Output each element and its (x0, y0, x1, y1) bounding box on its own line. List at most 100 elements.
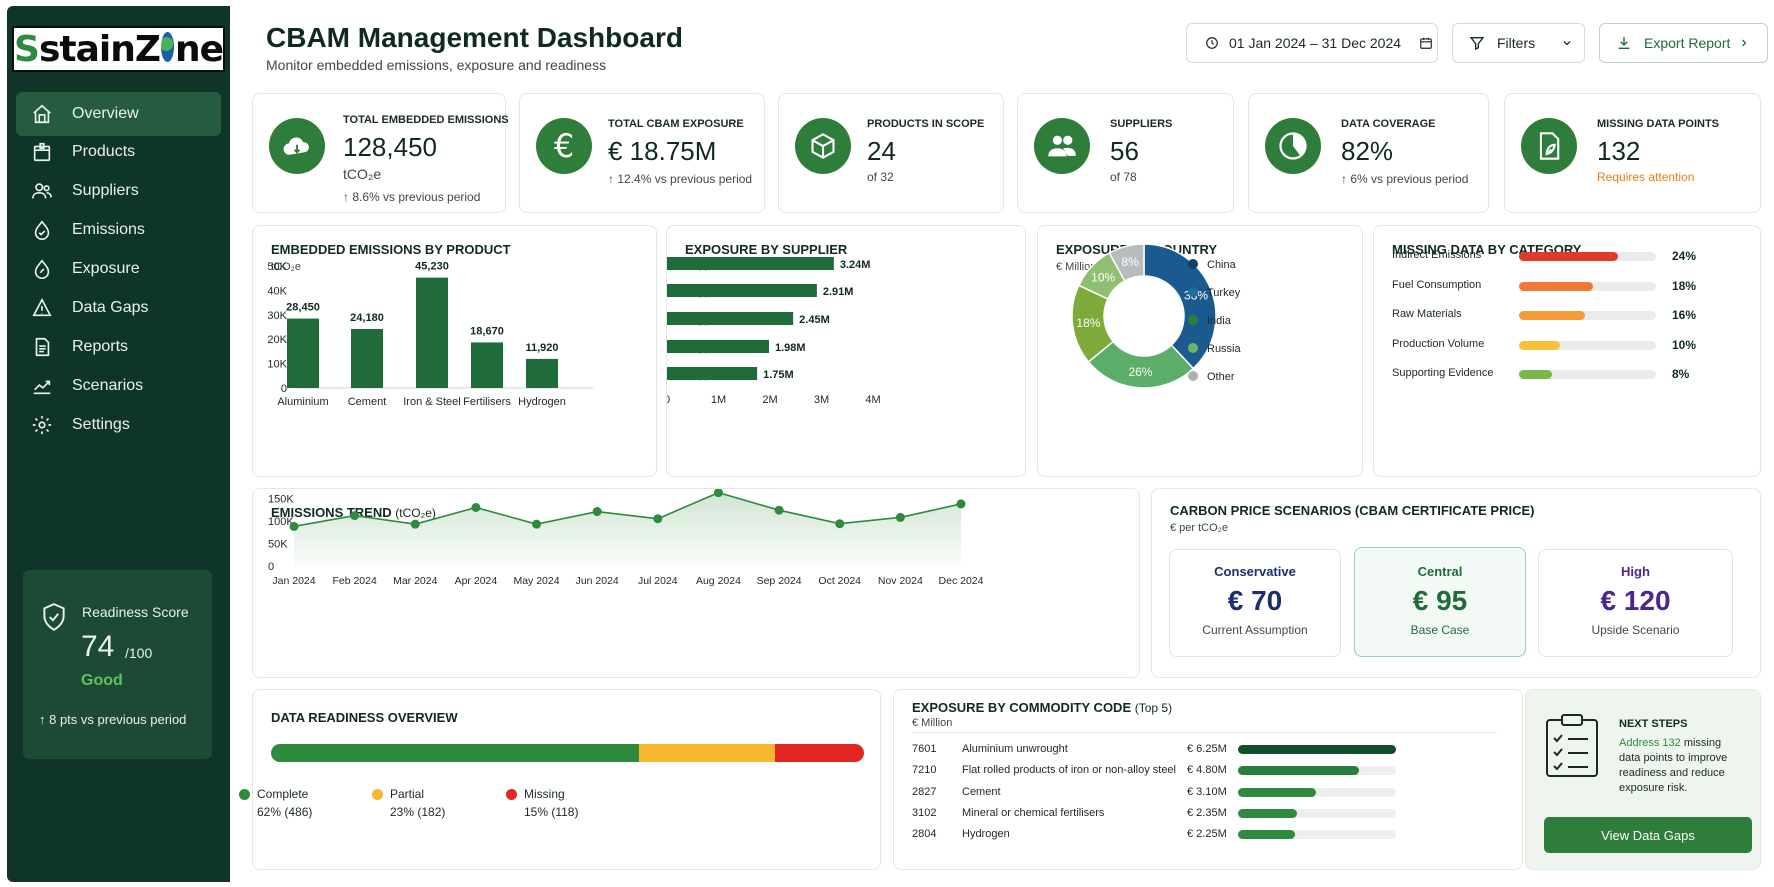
y-tick-label: 10K (267, 359, 287, 371)
legend-swatch (1188, 371, 1198, 381)
y-tick-label: 0 (281, 383, 287, 395)
globe-icon (160, 32, 174, 62)
bar-supplier-b (667, 284, 817, 297)
exposure-by-country-chart: 38%China26%Turkey18%India10%Russia8%Othe… (1071, 243, 1242, 389)
y-tick-label: 100K (268, 516, 294, 528)
category-label: Indirect Emissions (1392, 249, 1482, 261)
kpi-products-in-scope[interactable]: PRODUCTS IN SCOPE 24 of 32 (778, 93, 1004, 213)
bar-data-label: 2.45M (799, 314, 830, 326)
kpi-missing-data-points[interactable]: MISSING DATA POINTS 132 Requires attenti… (1504, 93, 1761, 213)
scenario-central[interactable]: Central € 95 Base Case (1354, 547, 1526, 657)
sidebar-item-exposure[interactable]: Exposure (16, 247, 221, 291)
view-data-gaps-button[interactable]: View Data Gaps (1544, 817, 1752, 853)
x-tick-label: Fertilisers (463, 396, 511, 408)
kpi-total-cbam-exposure[interactable]: € TOTAL CBAM EXPOSURE € 18.75M ↑ 12.4% v… (519, 93, 765, 213)
scenario-name: Conservative (1214, 564, 1296, 579)
table-row[interactable]: 3102 Mineral or chemical fertilisers € 2.3… (894, 804, 1524, 824)
table-row[interactable]: 2804 Hydrogen € 2.25M (894, 825, 1524, 845)
trend-point (410, 519, 420, 529)
readiness-title: Readiness Score (82, 604, 189, 620)
exposure-by-supplier-card: EXPOSURE BY SUPPLIER € Million Supplier … (666, 225, 1026, 477)
sidebar-item-reports[interactable]: Reports (16, 325, 221, 369)
kpi-suppliers[interactable]: SUPPLIERS 56 of 78 (1017, 93, 1234, 213)
sidebar-item-scenarios[interactable]: Scenarios (16, 364, 221, 408)
sidebar-item-overview[interactable]: Overview (16, 92, 221, 136)
calendar-icon (1419, 36, 1433, 50)
kpi-value: € 18.75M (608, 136, 717, 166)
category-bar (1519, 311, 1585, 320)
sidebar-item-label: Reports (72, 338, 129, 355)
trend-point (956, 499, 966, 509)
trend-point (713, 489, 723, 498)
users-icon (30, 179, 54, 203)
readiness-segment-missing (775, 744, 864, 762)
sidebar-item-settings[interactable]: Settings (16, 403, 221, 447)
bar-data-label: 18,670 (470, 325, 504, 337)
legend-label: Russia (1207, 343, 1242, 355)
data-readiness-overview-card: DATA READINESS OVERVIEW Complete 62% (486… (239, 689, 882, 870)
sidebar-item-products[interactable]: Products (16, 130, 221, 174)
x-tick-label: 0 (667, 394, 670, 406)
sidebar-item-label: Settings (72, 416, 130, 433)
category-bar (1519, 370, 1552, 379)
chart-title: EXPOSURE BY COMMODITY CODE (912, 700, 1132, 715)
cube-icon (795, 118, 851, 174)
download-icon (1616, 35, 1632, 51)
gear-icon (30, 413, 54, 437)
sidebar-item-emissions[interactable]: Emissions (16, 208, 221, 252)
missing-data-by-category-card: MISSING DATA BY CATEGORY Indirect Emissi… (1373, 225, 1761, 477)
gauge-icon (30, 257, 54, 281)
legend-detail: 62% (486) (257, 805, 313, 819)
next-steps-text-4: exposure risk. (1619, 782, 1688, 794)
kpi-data-coverage[interactable]: DATA COVERAGE 82% ↑ 6% vs previous perio… (1248, 93, 1489, 213)
scenario-price: € 120 (1600, 585, 1671, 616)
commodity-name: Hydrogen (962, 828, 1010, 841)
trend-point (895, 512, 905, 522)
logo-text-end: ne (174, 28, 224, 70)
commodity-track (1238, 787, 1396, 797)
bar-data-label: 1.98M (775, 342, 806, 354)
legend-swatch (1188, 287, 1198, 297)
readiness-legend: Complete 62% (486) Partial 23% (182) Missing… (239, 777, 882, 837)
shield-check-icon (41, 602, 67, 637)
trend-line (293, 491, 962, 528)
kpi-value: 128,450 (343, 132, 437, 162)
table-row[interactable]: 7601 Aluminium unwrought € 6.25M (894, 740, 1524, 760)
export-report-button[interactable]: Export Report (1599, 23, 1768, 63)
page-title: CBAM Management Dashboard (266, 22, 683, 53)
readiness-status: Good (81, 672, 123, 689)
scenario-desc: Upside Scenario (1591, 623, 1680, 637)
sidebar-item-data-gaps[interactable]: Data Gaps (16, 286, 221, 330)
table-row[interactable]: 7210 Flat rolled products of iron or non-… (894, 761, 1524, 781)
category-pct: 18% (1672, 278, 1697, 293)
sidebar-item-label: Overview (72, 105, 139, 122)
kpi-total-embedded-emissions[interactable]: TOTAL EMBEDDED EMISSIONS 128,450 tCO₂e ↑… (252, 93, 509, 213)
commodity-bar (1238, 766, 1360, 776)
slice-label: 10% (1091, 271, 1115, 285)
trend-point (471, 503, 481, 512)
filters-label: Filters (1497, 35, 1536, 51)
chart-unit: (tCO₂e) (395, 506, 436, 520)
legend-label: Complete (257, 787, 309, 801)
trend-point (835, 519, 845, 529)
commodity-value: € 2.25M (1187, 828, 1227, 841)
date-range-picker[interactable]: 01 Jan 2024 – 31 Dec 2024 (1186, 23, 1438, 63)
bar-supplier-a (667, 257, 834, 270)
commodity-bar (1238, 787, 1317, 797)
scenario-conservative[interactable]: Conservative € 70 Current Assumption (1169, 549, 1341, 657)
cloud-icon (269, 118, 325, 174)
legend-swatch (1188, 343, 1198, 353)
kpi-delta: ↑ 6% vs previous period (1341, 172, 1469, 186)
table-row[interactable]: 2827 Cement € 3.10M (894, 783, 1524, 803)
scenario-high[interactable]: High € 120 Upside Scenario (1538, 549, 1733, 657)
category-label: Fuel Consumption (1392, 278, 1482, 291)
legend-detail: 15% (118) (524, 805, 579, 819)
filters-button[interactable]: Filters (1452, 23, 1585, 63)
readiness-score-card[interactable]: Readiness Score 74 /100 Good ↑ 8 pts vs … (23, 570, 212, 759)
sidebar-item-suppliers[interactable]: Suppliers (16, 169, 221, 213)
slice-label: 8% (1121, 255, 1139, 269)
pie-chart-icon (1265, 118, 1321, 174)
